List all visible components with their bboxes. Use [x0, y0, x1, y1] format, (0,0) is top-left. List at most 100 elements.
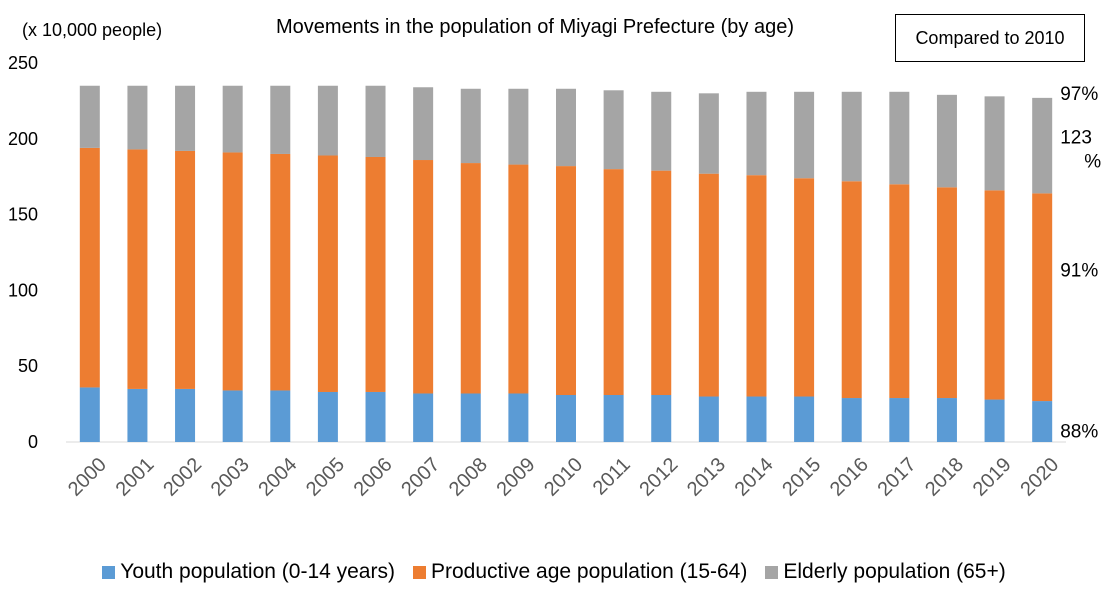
- x-tick-label: 2012: [635, 454, 682, 501]
- annotation-elderly-percent-sign: %: [1084, 152, 1101, 173]
- bar-elderly: [746, 91, 767, 176]
- bar-youth: [794, 396, 815, 442]
- bar-productive: [127, 149, 148, 389]
- legend-swatch-youth: [102, 565, 116, 579]
- bar-elderly: [1032, 97, 1053, 194]
- compare-note-label: Compared to 2010: [915, 27, 1065, 48]
- legend-item-elderly: Elderly population (65+): [765, 560, 1006, 584]
- compare-note-box: Compared to 2010: [895, 14, 1085, 62]
- bar-youth: [1032, 401, 1053, 442]
- legend-swatch-productive: [412, 565, 426, 579]
- x-tick-label: 2005: [302, 454, 349, 501]
- bar-elderly: [270, 85, 291, 154]
- x-tick-label: 2004: [254, 454, 301, 501]
- bar-elderly: [79, 85, 100, 148]
- annotation-total-percent: 97%: [1060, 84, 1098, 105]
- bar-elderly: [365, 85, 386, 157]
- bar-productive: [365, 156, 386, 392]
- x-tick-label: 2000: [64, 454, 111, 501]
- bar-youth: [460, 393, 481, 442]
- bar-productive: [317, 155, 338, 392]
- bar-elderly: [698, 93, 719, 174]
- bar-elderly: [603, 90, 624, 170]
- bar-productive: [1032, 193, 1053, 402]
- x-tick-label: 2002: [159, 454, 206, 501]
- x-tick-label: 2011: [589, 454, 635, 500]
- bar-elderly: [556, 88, 576, 167]
- bar-youth: [984, 399, 1005, 442]
- legend-label-elderly: Elderly population (65+): [783, 560, 1006, 583]
- bar-productive: [794, 178, 815, 397]
- y-tick-label: 250: [8, 53, 38, 73]
- legend-label-youth: Youth population (0-14 years): [120, 560, 395, 583]
- legend-swatch-elderly: [765, 565, 779, 579]
- bar-productive: [270, 153, 291, 391]
- bar-youth: [127, 388, 148, 442]
- x-tick-label: 2014: [731, 454, 778, 501]
- chart-title: Movements in the population of Miyagi Pr…: [275, 16, 795, 38]
- annotation-productive-percent: 91%: [1060, 260, 1098, 281]
- legend-label-productive: Productive age population (15-64): [430, 560, 748, 583]
- x-tick-label: 2007: [397, 454, 444, 501]
- bar-youth: [270, 390, 291, 442]
- bar-productive: [984, 190, 1005, 400]
- bar-youth: [746, 396, 767, 442]
- bar-productive: [841, 181, 862, 399]
- bar-elderly: [175, 85, 196, 151]
- bar-youth: [79, 387, 100, 442]
- bar-youth: [651, 395, 672, 442]
- bar-youth: [936, 398, 957, 442]
- y-tick-label: 100: [8, 280, 38, 300]
- bar-elderly: [508, 88, 529, 165]
- bar-productive: [175, 150, 196, 389]
- legend-item-youth: Youth population (0-14 years): [102, 560, 395, 584]
- x-tick-label: 2001: [112, 454, 159, 501]
- x-tick-label: 2017: [873, 454, 920, 501]
- bar-youth: [222, 390, 243, 442]
- bar-youth: [698, 396, 719, 442]
- bar-elderly: [317, 85, 338, 156]
- bar-productive: [889, 184, 910, 399]
- bar-youth: [556, 395, 576, 442]
- bar-elderly: [127, 85, 148, 150]
- bar-youth: [841, 398, 862, 442]
- bar-youth: [365, 391, 386, 442]
- bar-productive: [508, 164, 529, 394]
- bar-elderly: [936, 94, 957, 188]
- y-tick-label: 50: [18, 356, 38, 376]
- y-tick-label: 0: [28, 432, 38, 452]
- x-tick-label: 2008: [445, 454, 492, 501]
- x-tick-label: 2019: [969, 454, 1016, 501]
- annotation-youth-percent: 88%: [1060, 422, 1098, 443]
- x-tick-label: 2020: [1016, 454, 1063, 501]
- y-tick-label: 150: [8, 205, 38, 225]
- y-tick-label: 200: [8, 129, 38, 149]
- bar-elderly: [841, 91, 862, 182]
- bar-elderly: [794, 91, 815, 179]
- bar-productive: [222, 152, 243, 391]
- bar-youth: [603, 395, 624, 442]
- bar-productive: [651, 170, 672, 396]
- bar-elderly: [222, 85, 243, 153]
- bar-elderly: [984, 96, 1005, 191]
- bar-productive: [746, 175, 767, 397]
- bar-productive: [460, 163, 481, 394]
- bar-youth: [175, 388, 196, 442]
- y-axis-unit-label: (x 10,000 people): [22, 20, 163, 40]
- x-tick-label: 2015: [778, 454, 825, 501]
- bar-productive: [413, 160, 434, 394]
- x-tick-label: 2009: [493, 454, 540, 501]
- x-tick-label: 2003: [207, 454, 254, 501]
- bar-youth: [413, 393, 434, 442]
- bar-elderly: [889, 91, 910, 185]
- legend: Youth population (0-14 years) Productive…: [0, 560, 1108, 584]
- x-tick-label: 2018: [921, 454, 968, 501]
- bar-productive: [556, 166, 576, 396]
- bar-productive: [698, 173, 719, 397]
- x-tick-label: 2013: [683, 454, 730, 501]
- bar-elderly: [460, 88, 481, 164]
- bar-elderly: [651, 91, 672, 171]
- bar-productive: [79, 147, 100, 388]
